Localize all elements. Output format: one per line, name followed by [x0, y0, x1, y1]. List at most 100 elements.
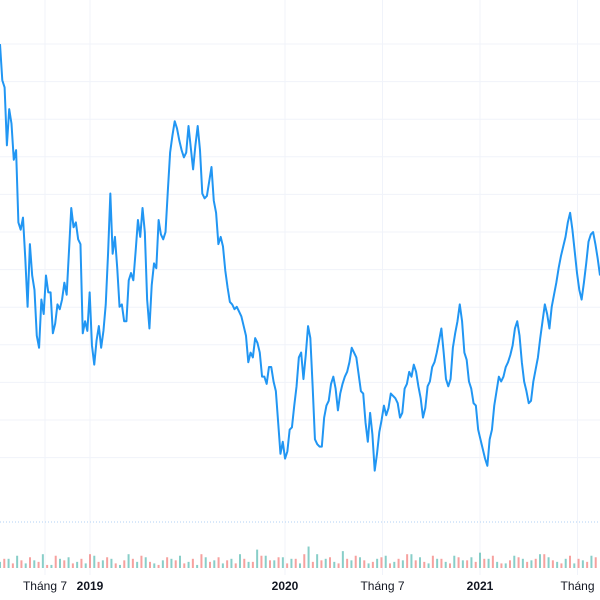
- volume-bar-up: [539, 554, 541, 568]
- volume-bar-down: [3, 558, 6, 568]
- volume-bar-down: [269, 560, 271, 568]
- volume-bar-down: [286, 563, 289, 568]
- volume-bar-up: [24, 563, 27, 568]
- volume-bar-down: [457, 557, 460, 568]
- volume-bar-down: [191, 558, 194, 568]
- volume-bar-up: [161, 560, 164, 568]
- volume-bar-up: [496, 561, 499, 568]
- volume-bar-up: [0, 561, 1, 568]
- volume-bar-down: [149, 561, 151, 568]
- volume-bar-up: [153, 563, 156, 568]
- volume-bar-down: [63, 560, 66, 568]
- volume-bar-down: [534, 558, 537, 568]
- volume-bar-down: [140, 555, 143, 568]
- volume-bar-up: [564, 558, 567, 568]
- x-tick-label: 2019: [77, 579, 104, 593]
- volume-bar-up: [419, 557, 421, 568]
- volume-bar-down: [577, 558, 580, 568]
- volume-bar-up: [273, 560, 276, 568]
- volume-bar-up: [513, 555, 516, 568]
- volume-bar-up: [324, 558, 327, 568]
- volume-bar-up: [504, 563, 507, 568]
- volume-bar-up: [367, 563, 370, 568]
- volume-bar-down: [380, 557, 383, 568]
- volume-bar-down: [346, 558, 349, 568]
- volume-bar-up: [590, 555, 593, 568]
- volume-bar-up: [316, 554, 319, 568]
- volume-bar-up: [127, 554, 130, 568]
- volume-bar-down: [466, 560, 469, 568]
- volume-bar-down: [500, 563, 503, 568]
- volume-bar-up: [204, 557, 207, 568]
- price-series: [0, 44, 600, 472]
- volume-bar-down: [354, 555, 357, 568]
- volume-bar-up: [487, 558, 490, 568]
- volume-bar-down: [209, 561, 211, 568]
- price-line: [0, 44, 600, 472]
- volume-bar-up: [101, 560, 104, 568]
- volume-bar-down: [560, 563, 563, 568]
- volume-bar-down: [440, 558, 443, 568]
- volume-bar-down: [277, 557, 280, 568]
- volume-bar-up: [187, 561, 190, 568]
- volume-bar-down: [551, 560, 554, 568]
- volume-bar-up: [170, 558, 173, 568]
- volume-bar-up: [461, 560, 464, 568]
- volume-bar-up: [376, 558, 379, 568]
- grid-lines: [0, 0, 600, 575]
- volume-bar-up: [230, 558, 233, 568]
- volume-bar-up: [547, 557, 550, 568]
- volume-bars: [0, 546, 597, 568]
- volume-bar-down: [303, 554, 306, 568]
- volume-bar-down: [166, 557, 169, 568]
- volume-bar-up: [384, 555, 387, 568]
- volume-bar-down: [29, 557, 31, 568]
- volume-bar-down: [260, 555, 263, 568]
- volume-bar-down: [80, 558, 83, 568]
- volume-bar-down: [123, 560, 126, 568]
- volume-bar-down: [243, 558, 246, 568]
- volume-bar-up: [264, 555, 267, 568]
- volume-bar-up: [67, 557, 70, 568]
- volume-bar-down: [20, 560, 23, 568]
- volume-bar-down: [569, 555, 571, 568]
- volume-bar-down: [226, 560, 229, 568]
- x-tick-label: 2021: [467, 579, 494, 593]
- volume-bar-down: [414, 560, 417, 568]
- volume-bar-down: [174, 560, 177, 568]
- volume-bar-up: [256, 549, 259, 568]
- volume-bar-up: [136, 561, 139, 568]
- volume-bar-down: [586, 561, 589, 568]
- volume-bar-down: [449, 563, 451, 568]
- volume-bar-down: [131, 558, 134, 568]
- volume-bar-down: [37, 561, 40, 568]
- volume-bar-up: [470, 557, 473, 568]
- volume-bar-up: [221, 563, 224, 568]
- volume-bar-up: [179, 555, 181, 568]
- volume-bar-up: [581, 560, 584, 568]
- volume-bar-down: [397, 558, 400, 568]
- volume-bar-up: [530, 560, 533, 568]
- volume-bar-down: [54, 555, 57, 568]
- x-tick-label: Tháng: [560, 579, 594, 593]
- volume-bar-up: [401, 560, 404, 568]
- volume-bar-up: [359, 557, 361, 568]
- volume-bar-up: [410, 554, 413, 568]
- volume-bar-down: [406, 554, 409, 568]
- volume-bar-up: [144, 557, 147, 568]
- volume-bar-down: [337, 563, 340, 568]
- volume-bar-down: [157, 564, 160, 568]
- volume-bar-down: [371, 561, 374, 568]
- volume-bar-up: [7, 558, 10, 568]
- volume-bar-up: [350, 560, 353, 568]
- volume-bar-down: [483, 558, 486, 568]
- volume-bar-up: [453, 555, 456, 568]
- volume-bar-up: [247, 561, 250, 568]
- volume-bar-down: [517, 557, 520, 568]
- volume-bar-up: [119, 564, 121, 568]
- volume-bar-down: [329, 557, 331, 568]
- volume-bar-up: [290, 558, 293, 568]
- volume-bar-up: [307, 546, 310, 568]
